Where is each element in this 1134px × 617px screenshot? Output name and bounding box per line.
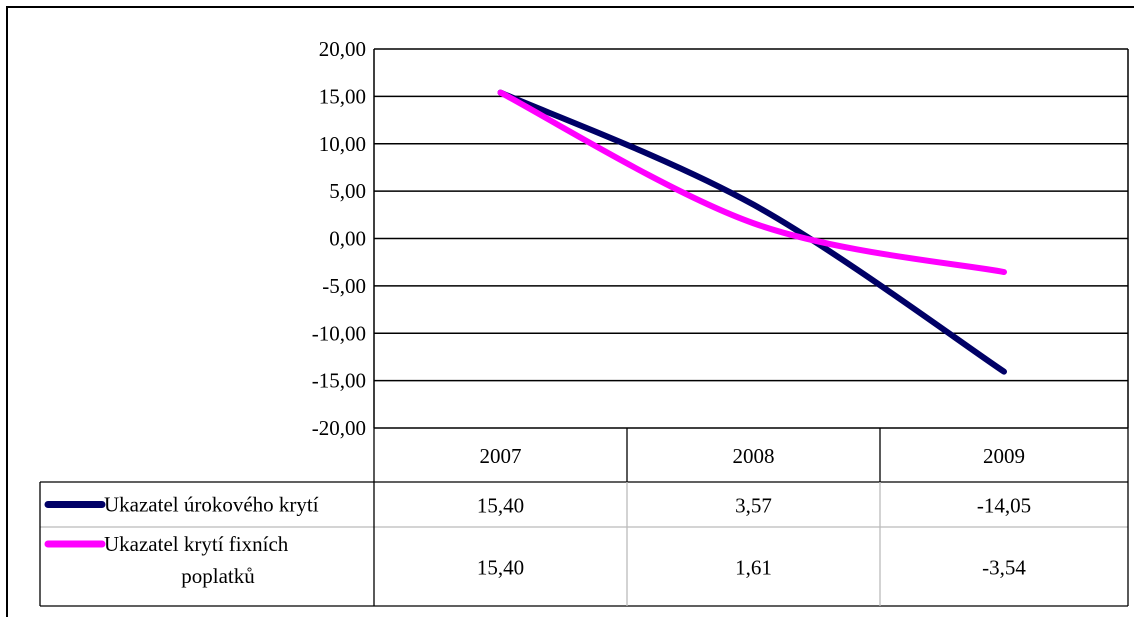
category-label: 2007 [480,444,522,468]
y-tick-label: 10,00 [319,132,366,156]
y-tick-label: 0,00 [329,227,366,251]
category-label: 2009 [983,444,1025,468]
series-lines [497,89,1007,375]
legend-label: Ukazatel úrokového krytí [104,493,319,517]
y-tick-label: -20,00 [312,416,366,440]
data-value-cell: 1,61 [735,556,772,580]
y-tick-label: 5,00 [329,179,366,203]
series-line [497,89,1007,276]
category-label: 2008 [733,444,775,468]
data-value-cell: -14,05 [977,494,1031,518]
data-table: 2007 2008 2009 Ukazatel úrokového krytí 15,4… [39,428,1129,607]
y-tick-label: -5,00 [322,274,366,298]
gridlines [373,48,1129,429]
y-tick-label: 20,00 [319,37,366,61]
legend-label: Ukazatel krytí fixních poplatků [104,532,289,588]
series-line [497,89,1007,375]
y-tick-label: 15,00 [319,84,366,108]
chart-frame [6,6,1134,617]
data-value-cell: 3,57 [735,494,772,518]
data-value-cell: 15,40 [477,494,524,518]
data-value-cell: -3,54 [982,556,1026,580]
y-tick-label: -10,00 [312,321,366,345]
y-tick-label: -15,00 [312,369,366,393]
data-value-cell: 15,40 [477,556,524,580]
y-axis-tick-labels: 20,00 15,00 10,00 5,00 0,00 -5,00 -10,00 -15,00… [312,37,366,440]
